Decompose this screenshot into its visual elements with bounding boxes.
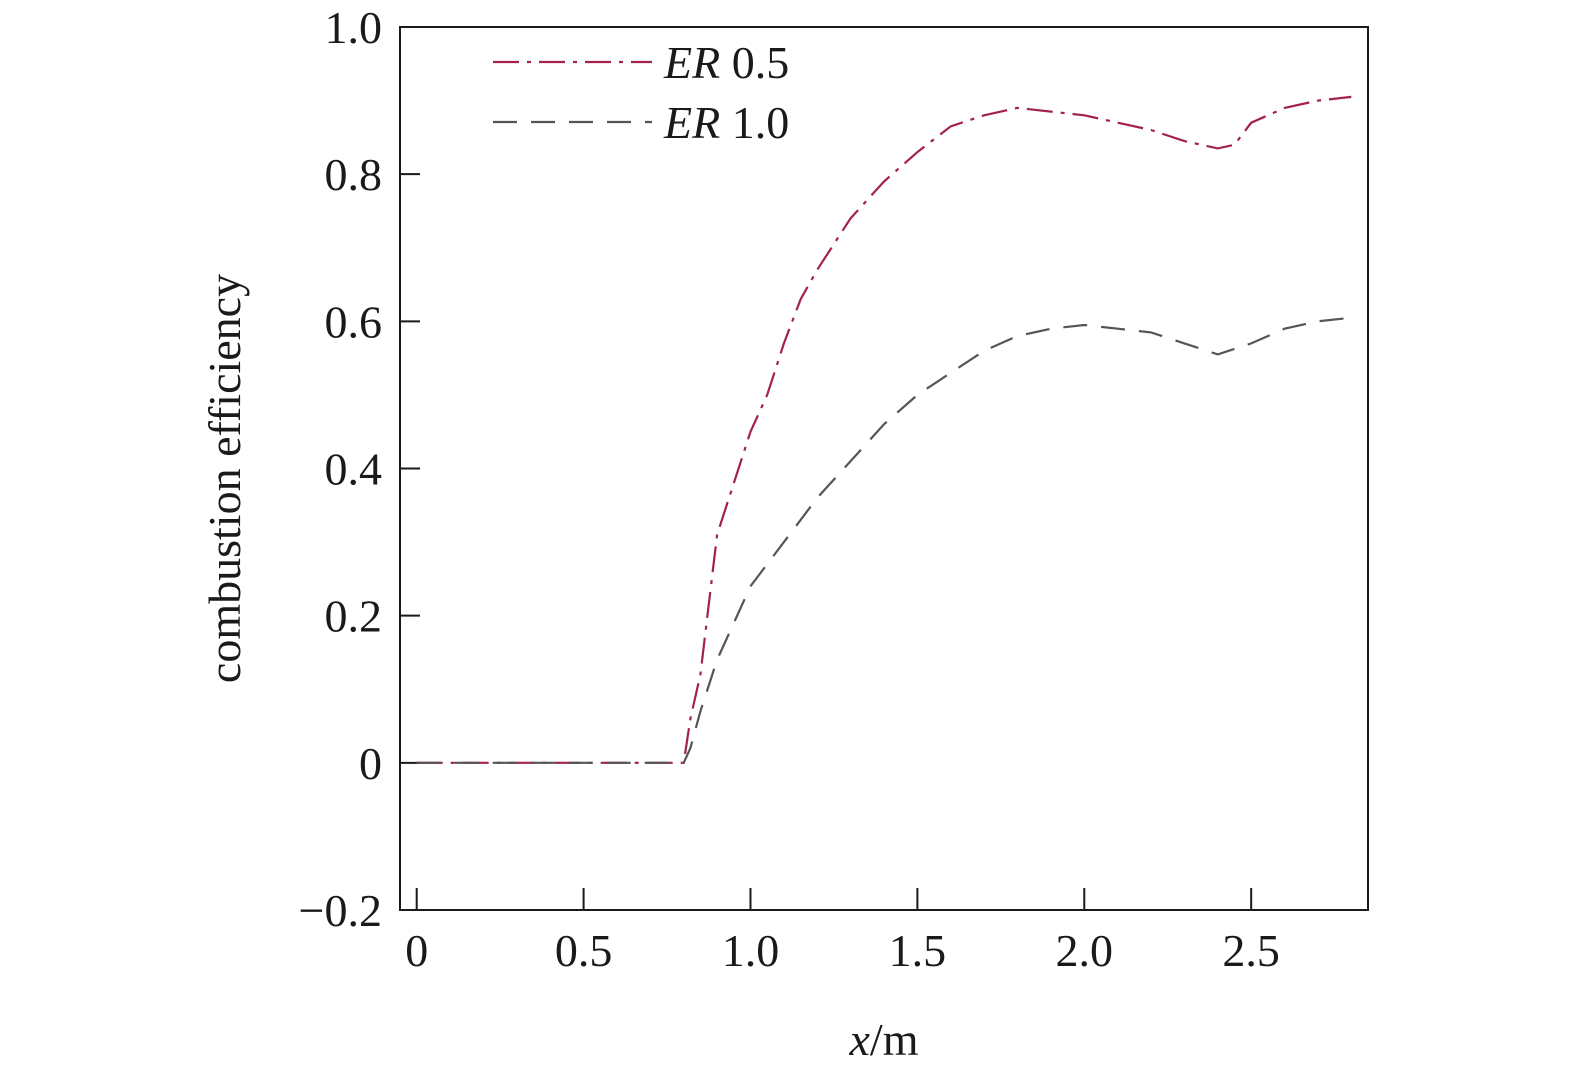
y-tick-label: 0.6: [325, 296, 383, 347]
y-axis-ticks: −0.2 0 0.2 0.4 0.6 0.8 1.0: [299, 2, 420, 936]
x-tick-label: 1.5: [889, 925, 947, 976]
x-tick-label: 2.5: [1222, 925, 1280, 976]
series-line-1: [416, 316, 1352, 764]
x-axis-label: x/m: [849, 1014, 919, 1065]
x-axis-ticks: 0 0.5 1.0 1.5 2.0 2.5: [405, 888, 1280, 976]
y-tick-label: 0: [359, 738, 382, 789]
x-tick-label: 0.5: [555, 925, 613, 976]
plot-frame: [399, 26, 1369, 911]
series-layer: [416, 95, 1352, 764]
legend: ER 0.5 ER 1.0: [493, 37, 789, 148]
x-tick-label: 2.0: [1056, 925, 1114, 976]
y-tick-label: −0.2: [299, 885, 382, 936]
legend-label-er-0.5: ER 0.5: [663, 37, 789, 88]
x-tick-label: 1.0: [722, 925, 780, 976]
legend-label-er-1.0: ER 1.0: [663, 97, 789, 148]
y-tick-label: 0.4: [325, 444, 383, 495]
x-tick-label: 0: [405, 925, 428, 976]
y-axis-label: combustion efficiency: [199, 274, 250, 683]
y-tick-label: 0.8: [325, 149, 383, 200]
series-line-0: [416, 95, 1352, 764]
y-tick-label: 1.0: [325, 2, 383, 53]
y-tick-label: 0.2: [325, 591, 383, 642]
